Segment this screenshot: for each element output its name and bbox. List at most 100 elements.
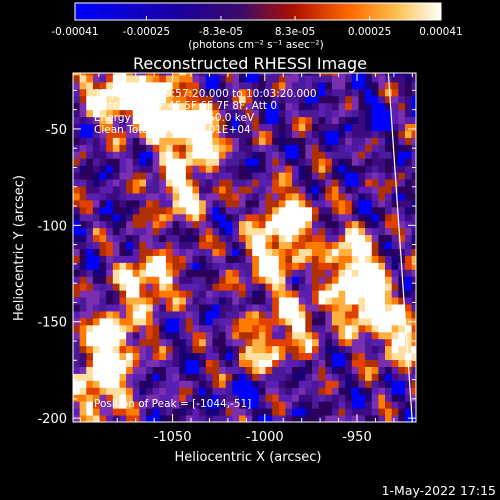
- heatmap-cell: [139, 81, 147, 90]
- heatmap-cell: [79, 199, 87, 208]
- heatmap-cell: [311, 401, 320, 409]
- heatmap-cell: [205, 95, 213, 104]
- heatmap-cell: [92, 137, 101, 145]
- heatmap-cell: [112, 401, 121, 409]
- heatmap-cell: [318, 276, 326, 284]
- heatmap-cell: [285, 352, 293, 361]
- heatmap-cell: [371, 366, 379, 374]
- heatmap-cell: [404, 199, 413, 208]
- heatmap-cell: [311, 387, 320, 395]
- heatmap-cell: [225, 380, 233, 388]
- heatmap-cell: [205, 366, 213, 374]
- heatmap-cell: [139, 192, 147, 201]
- heatmap-cell: [165, 297, 174, 305]
- heatmap-cell: [232, 123, 240, 131]
- heatmap-cell: [398, 345, 406, 354]
- heatmap-cell: [112, 359, 121, 367]
- heatmap-cell: [298, 130, 306, 138]
- heatmap-cell: [358, 227, 366, 236]
- heatmap-cell: [179, 179, 187, 187]
- heatmap-cell: [378, 387, 386, 395]
- heatmap-cell: [272, 387, 280, 395]
- heatmap-cell: [132, 172, 140, 180]
- heatmap-cell: [292, 269, 300, 277]
- heatmap-cell: [126, 297, 134, 305]
- heatmap-cell: [272, 352, 280, 361]
- heatmap-cell: [252, 394, 260, 402]
- heatmap-cell: [152, 109, 160, 118]
- heatmap-cell: [331, 95, 340, 104]
- heatmap-cell: [232, 165, 240, 173]
- heatmap-cell: [205, 283, 213, 291]
- heatmap-cell: [345, 206, 353, 215]
- heatmap-cell: [252, 213, 260, 222]
- heatmap-cell: [179, 130, 187, 138]
- heatmap-cell: [139, 116, 147, 125]
- heatmap-cell: [325, 73, 333, 76]
- heatmap-cell: [146, 165, 154, 173]
- heatmap-cell: [258, 185, 267, 194]
- heatmap-cell: [192, 102, 200, 111]
- heatmap-cell: [146, 262, 154, 270]
- heatmap-cell: [325, 394, 333, 402]
- heatmap-cell: [258, 359, 267, 367]
- heatmap-cell: [219, 213, 227, 222]
- heatmap-cell: [318, 158, 326, 166]
- heatmap-cell: [272, 380, 280, 388]
- heatmap-cell: [159, 408, 167, 416]
- heatmap-cell: [318, 317, 326, 326]
- y-axis-label: Heliocentric Y (arcsec): [12, 175, 27, 321]
- heatmap-cell: [73, 220, 81, 229]
- colorbar-tick-label: -8.3e-05: [199, 26, 243, 38]
- heatmap-cell: [179, 73, 187, 76]
- heatmap-cell: [112, 130, 121, 138]
- heatmap-cell: [159, 165, 167, 173]
- heatmap-cell: [292, 255, 300, 263]
- heatmap-cell: [398, 95, 406, 104]
- heatmap-cell: [212, 262, 220, 270]
- heatmap-cell: [99, 290, 107, 298]
- heatmap-cell: [179, 81, 187, 90]
- heatmap-cell: [152, 317, 160, 326]
- heatmap-cell: [378, 109, 386, 118]
- heatmap-cell: [398, 283, 406, 291]
- heatmap-cell: [325, 192, 333, 201]
- heatmap-cell: [139, 401, 147, 409]
- heatmap-cell: [351, 310, 360, 319]
- heatmap-cell: [311, 73, 320, 76]
- heatmap-cell: [232, 172, 240, 180]
- heatmap-cell: [305, 192, 313, 201]
- heatmap-cell: [79, 88, 87, 97]
- heatmap-cell: [219, 408, 227, 416]
- heatmap-cell: [285, 380, 293, 388]
- heatmap-cell: [99, 165, 107, 173]
- heatmap-cell: [391, 408, 399, 416]
- heatmap-cell: [292, 248, 300, 256]
- heatmap-cell: [265, 220, 273, 229]
- heatmap-cell: [73, 338, 81, 347]
- heatmap-cell: [106, 165, 114, 173]
- heatmap-cell: [139, 102, 147, 111]
- heatmap-cell: [351, 366, 360, 374]
- heatmap-cell: [305, 345, 313, 354]
- heatmap-cell: [245, 345, 253, 354]
- heatmap-cell: [325, 248, 333, 256]
- heatmap-cell: [385, 109, 393, 118]
- heatmap-cell: [212, 401, 220, 409]
- heatmap-cell: [325, 172, 333, 180]
- heatmap-cell: [258, 310, 267, 319]
- heatmap-cell: [165, 123, 174, 131]
- heatmap-cell: [106, 359, 114, 367]
- heatmap-cell: [79, 373, 87, 381]
- heatmap-cell: [265, 109, 273, 118]
- heatmap-cell: [411, 158, 416, 166]
- heatmap-cell: [119, 179, 127, 187]
- heatmap-cell: [378, 73, 386, 76]
- heatmap-cell: [112, 338, 121, 347]
- heatmap-cell: [92, 255, 101, 263]
- heatmap-cell: [318, 116, 326, 125]
- heatmap-cell: [404, 290, 413, 298]
- heatmap-cell: [325, 290, 333, 298]
- heatmap-cell: [225, 74, 233, 83]
- heatmap-cell: [139, 290, 147, 298]
